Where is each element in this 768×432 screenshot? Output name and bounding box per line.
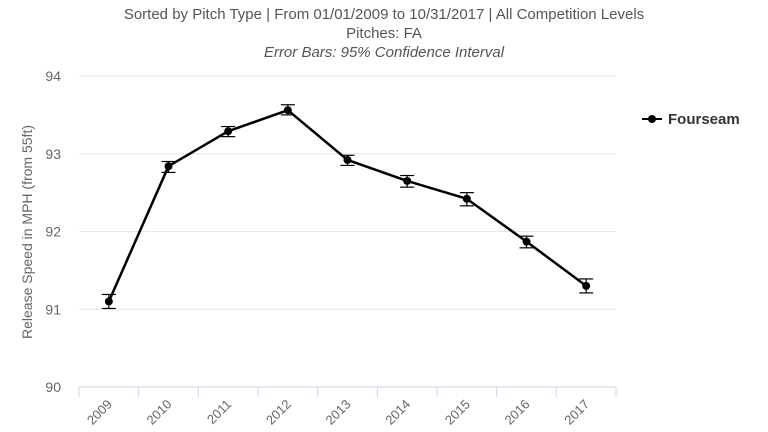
x-axis: 2009 2010 2011 2012 2013 2014 2015 2016 2017 — [78, 386, 617, 428]
y-tick-label: 93 — [45, 146, 61, 162]
series-line — [107, 108, 587, 302]
x-tick-label: 2009 — [84, 397, 115, 428]
plot-area — [101, 104, 594, 310]
legend-label-fourseam: Fourseam — [668, 111, 740, 128]
data-point[interactable] — [164, 162, 173, 171]
chart-subtitle-line-1: Sorted by Pitch Type | From 01/01/2009 t… — [124, 6, 644, 23]
data-point[interactable] — [582, 281, 591, 290]
x-tick-label: 2015 — [442, 397, 473, 428]
data-point[interactable] — [462, 194, 471, 203]
y-tick-label: 94 — [45, 68, 61, 84]
chart-note: Error Bars: 95% Confidence Interval — [264, 44, 505, 61]
data-point[interactable] — [104, 297, 113, 306]
data-point[interactable] — [283, 106, 292, 115]
x-tick-label: 2011 — [204, 397, 234, 427]
x-tick-label: 2013 — [323, 397, 354, 428]
legend[interactable]: Fourseam — [642, 111, 740, 128]
data-point[interactable] — [224, 127, 233, 136]
x-tick-label: 2014 — [382, 397, 413, 428]
x-tick-label: 2017 — [561, 397, 592, 428]
x-tick-label: 2016 — [502, 397, 533, 428]
y-tick-label: 91 — [45, 301, 61, 317]
y-tick-label: 90 — [45, 379, 61, 395]
y-tick-label: 92 — [45, 224, 61, 240]
data-point[interactable] — [403, 176, 412, 185]
x-tick-label: 2010 — [144, 397, 175, 428]
y-axis-ticks: 90 91 92 93 94 — [45, 68, 61, 395]
data-point[interactable] — [343, 155, 352, 164]
x-tick-label: 2012 — [263, 397, 294, 428]
grid — [79, 75, 616, 310]
data-point[interactable] — [522, 237, 531, 246]
y-axis-label: Release Speed in MPH (from 55ft) — [19, 125, 35, 339]
chart-subtitle-line-2: Pitches: FA — [346, 25, 422, 42]
legend-marker — [648, 115, 656, 123]
